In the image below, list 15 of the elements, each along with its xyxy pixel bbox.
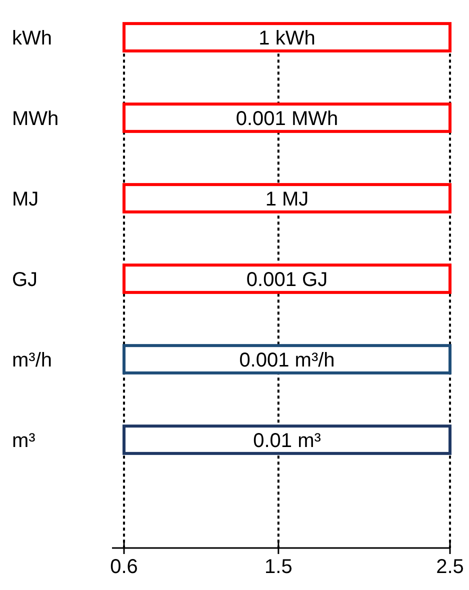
y-tick-label: kWh [12, 27, 52, 50]
annotation: 0.01 m³ [253, 430, 322, 452]
annotation: 0.001 m³/h [239, 349, 335, 372]
annotation: 0.001 MWh [236, 108, 338, 130]
y-tick-label: MJ [12, 188, 39, 210]
annotation: 1 kWh [258, 27, 316, 50]
y-tick-label: GJ [12, 268, 38, 291]
x-tick-label: 1.5 [264, 556, 292, 578]
x-tick-label: 0.6 [110, 556, 138, 578]
y-tick-label: m³ [12, 430, 36, 452]
y-tick-label: MWh [12, 108, 59, 130]
annotation: 0.001 GJ [246, 268, 328, 291]
x-tick-label: 2.5 [436, 556, 464, 578]
y-tick-label: m³/h [12, 349, 52, 372]
annotation: 1 MJ [265, 188, 309, 210]
